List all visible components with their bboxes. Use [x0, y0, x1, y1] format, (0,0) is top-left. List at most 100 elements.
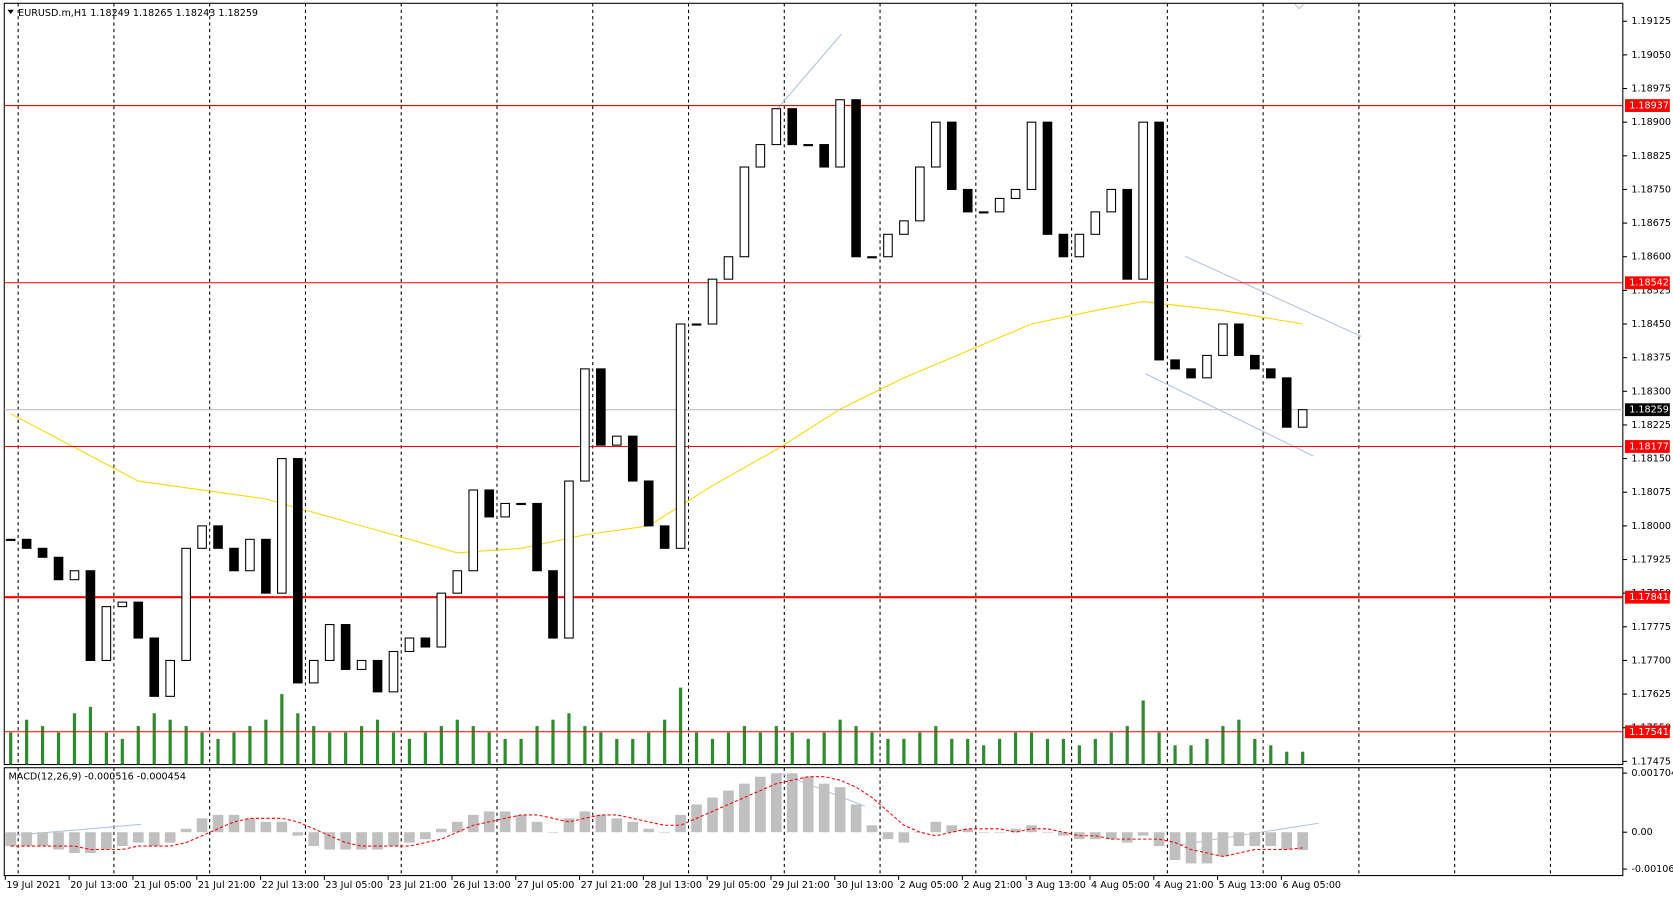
macd-bar	[101, 832, 112, 850]
volume-bar	[599, 732, 603, 765]
macd-y-tick-label: 0.001704	[1631, 768, 1673, 779]
volume-bar	[312, 726, 316, 765]
macd-bar	[978, 832, 990, 833]
macd-bar	[547, 832, 559, 833]
candle	[53, 556, 64, 581]
candle	[1281, 377, 1292, 428]
volume-bar	[631, 738, 635, 765]
macd-bar	[132, 832, 144, 843]
level-label: 1.18542	[1629, 278, 1669, 289]
x-tick-label: 2 Aug 21:00	[963, 880, 1022, 891]
volume-bar	[423, 732, 427, 765]
macd-bar	[404, 832, 415, 843]
volume-bar	[806, 738, 810, 765]
volume-bar	[918, 732, 922, 765]
candle	[659, 525, 670, 549]
candle	[851, 99, 861, 258]
candle	[931, 121, 941, 168]
moving-average	[10, 301, 1303, 554]
candle	[388, 650, 399, 693]
macd-bar	[946, 825, 958, 833]
macd-bar	[372, 832, 383, 850]
volume-bar	[519, 738, 523, 765]
x-tick-label: 21 Jul 21:00	[198, 880, 256, 891]
macd-bar	[37, 832, 48, 847]
volume-bar	[535, 726, 539, 765]
volume-bar	[934, 726, 938, 765]
candle	[436, 592, 447, 648]
level-box	[1624, 276, 1670, 290]
volume-bar	[870, 732, 874, 765]
macd-bar	[85, 832, 96, 854]
candle	[564, 480, 574, 639]
volume-bar	[359, 726, 364, 765]
current-price-box	[1624, 403, 1670, 417]
candle	[21, 538, 32, 549]
macd-bar	[1010, 828, 1021, 833]
macd-bar	[356, 832, 367, 850]
candle	[197, 525, 207, 549]
macd-bar	[436, 828, 447, 833]
volume-bar	[838, 719, 842, 765]
y-tick-label: 1.18675	[1631, 218, 1671, 229]
y-tick-label: 1.18525	[1631, 285, 1671, 296]
candle	[548, 570, 558, 639]
candle	[1186, 368, 1196, 379]
candle	[149, 637, 160, 697]
macd-signal	[10, 776, 1303, 857]
volume-bar	[487, 732, 491, 765]
volume-bar	[1269, 745, 1273, 765]
volume-bar	[1221, 726, 1225, 765]
volume-bar	[679, 687, 683, 765]
candle	[308, 659, 319, 684]
x-tick-label: 3 Aug 13:00	[1027, 880, 1086, 891]
candle	[707, 278, 718, 325]
macd-bar	[499, 811, 511, 833]
macd-bar	[834, 787, 846, 833]
macd-bar	[1026, 825, 1037, 833]
macd-bar	[563, 818, 575, 833]
macd-bar	[467, 814, 479, 833]
candle	[1058, 233, 1069, 258]
volume-bar	[25, 719, 29, 765]
candle	[292, 458, 303, 684]
macd-bar	[930, 821, 942, 833]
candle	[803, 144, 814, 147]
volume-bar	[647, 732, 651, 765]
volume-bar	[120, 738, 124, 765]
volume-bar	[280, 694, 284, 765]
macd-bar	[994, 832, 1005, 833]
volume-bar	[407, 738, 412, 765]
y-tick-label: 1.18975	[1631, 84, 1671, 95]
volume-bar	[471, 726, 475, 765]
x-tick-label: 23 Jul 21:00	[389, 880, 447, 891]
volume-bar	[296, 713, 300, 765]
channel-lower	[1145, 373, 1314, 457]
volume-bar	[1141, 700, 1145, 765]
macd-label: MACD(12,26,9) -0.000516 -0.000454	[9, 771, 186, 782]
candle	[101, 606, 112, 661]
y-tick-label: 1.19050	[1631, 50, 1671, 61]
candle	[611, 435, 622, 446]
candle	[978, 211, 989, 214]
candle	[5, 538, 16, 541]
macd-bar	[69, 832, 80, 854]
candle	[1106, 188, 1117, 213]
macd-frame	[3, 767, 1624, 877]
volume-bar	[694, 732, 699, 765]
macd-bar	[21, 832, 32, 847]
candle	[1234, 323, 1244, 356]
macd-bar	[579, 811, 591, 833]
macd-bar	[212, 814, 224, 833]
y-tick-label: 1.18150	[1631, 454, 1671, 465]
candle	[516, 502, 526, 506]
candle	[277, 458, 287, 594]
volume-bar	[742, 726, 747, 765]
candle	[484, 489, 494, 518]
level-label: 1.17841	[1629, 592, 1669, 603]
macd-trendline	[1174, 822, 1319, 847]
macd-bar	[1169, 832, 1181, 860]
y-tick-label: 1.18900	[1631, 117, 1671, 128]
candle	[37, 547, 48, 558]
y-tick-label: 1.19125	[1631, 16, 1671, 27]
